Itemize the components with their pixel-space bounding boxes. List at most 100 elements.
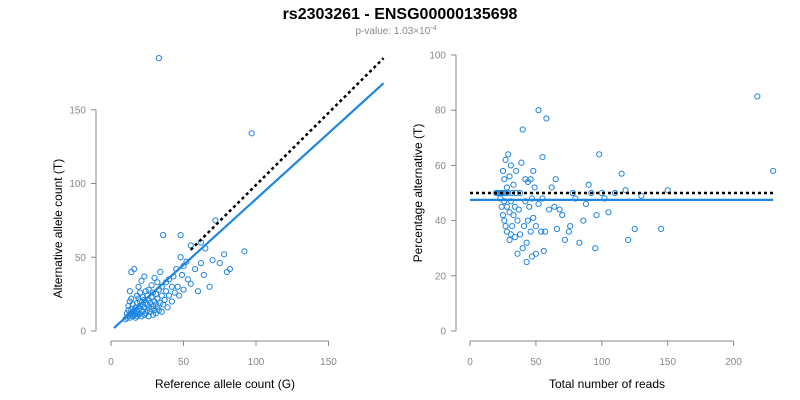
left-data-point bbox=[168, 283, 175, 290]
left-data-point bbox=[149, 289, 157, 296]
left-data-point bbox=[206, 283, 213, 290]
right-data-point bbox=[622, 187, 629, 194]
right-data-point bbox=[527, 176, 534, 183]
right-y-tick-label: 0 bbox=[440, 327, 446, 338]
left-data-point bbox=[221, 251, 228, 258]
right-data-point bbox=[535, 107, 542, 114]
left-y-tick-label: 0 bbox=[80, 327, 86, 338]
right-data-point bbox=[567, 223, 574, 230]
right-data-point bbox=[531, 184, 538, 191]
left-x-axis-title: Reference allele count (G) bbox=[155, 377, 295, 391]
left-data-point bbox=[154, 279, 161, 286]
left-data-point bbox=[174, 283, 181, 290]
left-data-point bbox=[154, 295, 161, 302]
left-data-point bbox=[248, 130, 255, 137]
right-data-point bbox=[539, 154, 546, 161]
left-data-point bbox=[157, 299, 164, 307]
right-data-point bbox=[551, 203, 558, 210]
right-data-point bbox=[543, 115, 550, 122]
right-data-point bbox=[503, 203, 511, 210]
left-data-point bbox=[155, 307, 162, 314]
left-data-point bbox=[158, 308, 165, 315]
right-data-point bbox=[502, 156, 509, 163]
right-data-point bbox=[513, 167, 520, 175]
left-data-point bbox=[216, 260, 223, 267]
left-data-point bbox=[171, 289, 178, 296]
right-data-point bbox=[565, 228, 572, 235]
right-data-point bbox=[509, 223, 516, 230]
right-data-point bbox=[501, 176, 508, 183]
right-y-tick-label: 100 bbox=[429, 51, 446, 62]
left-data-point bbox=[135, 283, 142, 290]
left-data-point bbox=[241, 248, 248, 255]
left-data-point bbox=[135, 311, 142, 318]
right-data-point bbox=[519, 245, 526, 252]
left-data-point bbox=[148, 305, 155, 312]
right-data-point bbox=[625, 236, 632, 244]
left-data-point bbox=[183, 258, 190, 265]
right-data-point bbox=[510, 211, 517, 219]
left-data-point bbox=[151, 274, 158, 281]
left-data-point bbox=[212, 217, 219, 224]
left-data-point bbox=[187, 280, 194, 287]
right-data-point bbox=[514, 217, 521, 224]
right-y-tick-label: 80 bbox=[435, 106, 447, 117]
right-data-point bbox=[542, 228, 549, 235]
right-data-point bbox=[515, 206, 522, 213]
right-data-point bbox=[518, 159, 525, 166]
right-data-point bbox=[539, 195, 546, 202]
right-data-point bbox=[540, 247, 547, 255]
right-data-point bbox=[516, 189, 524, 197]
left-data-point bbox=[141, 273, 148, 280]
left-data-point bbox=[128, 268, 135, 276]
right-x-tick-label: 150 bbox=[659, 357, 676, 368]
right-y-axis-title: Percentage alternative (T) bbox=[411, 124, 425, 263]
left-data-point bbox=[226, 265, 233, 273]
right-data-point bbox=[611, 189, 619, 197]
left-data-point bbox=[138, 277, 145, 284]
left-data-point bbox=[178, 271, 186, 279]
left-data-point bbox=[197, 260, 204, 267]
right-data-point bbox=[499, 167, 507, 175]
left-data-point bbox=[180, 286, 187, 293]
right-data-point bbox=[561, 236, 568, 244]
right-data-point bbox=[505, 189, 512, 197]
right-data-point bbox=[516, 231, 524, 238]
right-data-point bbox=[658, 225, 665, 232]
left-data-point bbox=[200, 271, 207, 279]
right-data-point bbox=[507, 162, 514, 169]
left-data-point bbox=[209, 257, 216, 264]
right-data-point bbox=[506, 236, 513, 244]
left-data-point bbox=[155, 55, 162, 62]
left-data-point bbox=[158, 292, 165, 299]
right-data-point bbox=[605, 209, 612, 216]
right-data-point bbox=[532, 223, 540, 230]
right-data-point bbox=[499, 211, 507, 219]
left-data-point bbox=[148, 282, 155, 289]
right-y-tick-label: 20 bbox=[435, 271, 447, 282]
left-data-point bbox=[157, 268, 164, 276]
right-data-point bbox=[507, 198, 514, 205]
left-x-tick-label: 0 bbox=[108, 357, 114, 368]
right-data-point bbox=[593, 211, 600, 219]
right-data-point bbox=[527, 228, 534, 235]
right-data-point bbox=[585, 181, 592, 188]
left-data-point bbox=[145, 286, 152, 293]
left-x-tick-label: 100 bbox=[248, 357, 265, 368]
left-fit-line bbox=[113, 82, 385, 329]
right-data-point bbox=[530, 167, 537, 175]
right-data-point bbox=[502, 223, 509, 230]
right-data-point bbox=[526, 203, 533, 210]
right-data-point bbox=[631, 225, 638, 232]
right-data-point bbox=[572, 195, 579, 202]
right-x-tick-label: 50 bbox=[530, 357, 542, 368]
right-data-point bbox=[553, 225, 561, 232]
right-data-point bbox=[770, 167, 777, 175]
left-data-point bbox=[164, 304, 171, 311]
left-y-tick-label: 50 bbox=[75, 253, 87, 264]
right-data-point bbox=[501, 217, 508, 224]
right-data-point bbox=[582, 200, 590, 208]
right-data-point bbox=[514, 250, 521, 257]
right-data-point bbox=[501, 198, 508, 205]
